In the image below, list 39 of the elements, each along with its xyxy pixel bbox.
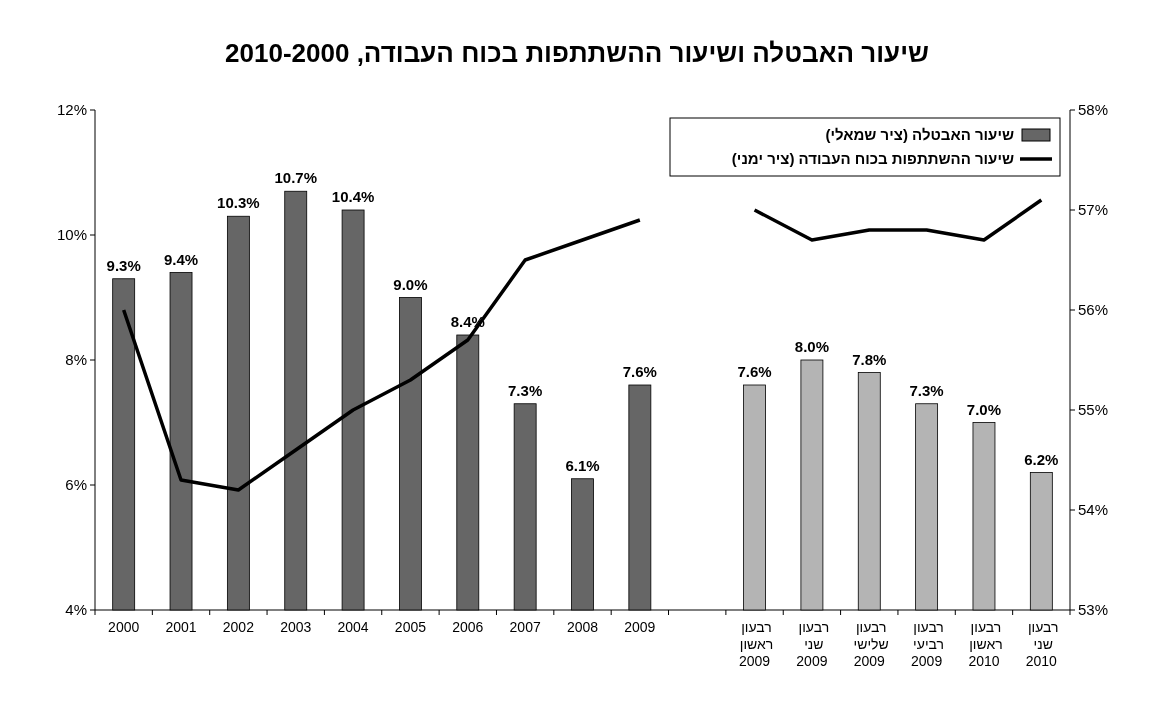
y2-tick-label: 58% <box>1078 101 1109 118</box>
data-label: 9.0% <box>393 275 428 293</box>
x-tick-label: 2001 <box>165 619 197 635</box>
y-tick-label: 4% <box>65 601 87 618</box>
data-label: 6.1% <box>565 456 600 474</box>
y2-tick-label: 53% <box>1078 601 1109 618</box>
y2-tick-label: 57% <box>1078 201 1109 218</box>
x-tick-label: 2006 <box>452 619 484 635</box>
x-tick-label: 2000 <box>108 619 140 635</box>
data-label: 10.3% <box>217 194 260 212</box>
legend-label: שיעור ההשתתפות בכוח העבודה (ציר ימני) <box>731 150 1014 167</box>
y-tick-label: 8% <box>65 351 87 368</box>
x-tick-label: 2008 <box>566 619 599 635</box>
legend-label: שיעור האבטלה (ציר שמאלי) <box>825 126 1014 143</box>
x-tick-label: 2005 <box>394 619 427 635</box>
x-tick-label: 2002 <box>222 619 255 635</box>
x-tick-label: 2009 <box>624 619 656 635</box>
data-label: 7.6% <box>737 363 772 380</box>
data-label: 8.0% <box>794 338 830 355</box>
y-tick-label: 10% <box>56 226 87 243</box>
x-tick-label: 2004 <box>337 619 369 635</box>
data-label: 10.4% <box>331 188 375 205</box>
x-tick-label: 2003 <box>280 619 312 635</box>
data-label: 7.0% <box>966 400 1002 418</box>
data-label: 9.4% <box>163 250 199 268</box>
data-label: 10.7% <box>274 169 318 187</box>
y2-tick-label: 55% <box>1078 401 1109 418</box>
y2-tick-label: 54% <box>1078 501 1109 518</box>
data-label: 6.2% <box>1024 450 1059 468</box>
y-tick-label: 12% <box>56 101 87 118</box>
y2-tick-label: 56% <box>1078 301 1109 318</box>
data-label: 7.3% <box>909 381 944 399</box>
data-label: 7.3% <box>508 381 543 399</box>
x-tick-label: 2007 <box>509 619 541 635</box>
y-tick-label: 6% <box>65 476 87 493</box>
data-label: 7.8% <box>852 350 887 368</box>
data-label: 9.3% <box>106 256 141 274</box>
chart-title: שיעור האבטלה ושיעור ההשתתפות בכוח העבודה, 2010-2000 <box>225 38 929 68</box>
data-label: 7.6% <box>622 363 657 380</box>
